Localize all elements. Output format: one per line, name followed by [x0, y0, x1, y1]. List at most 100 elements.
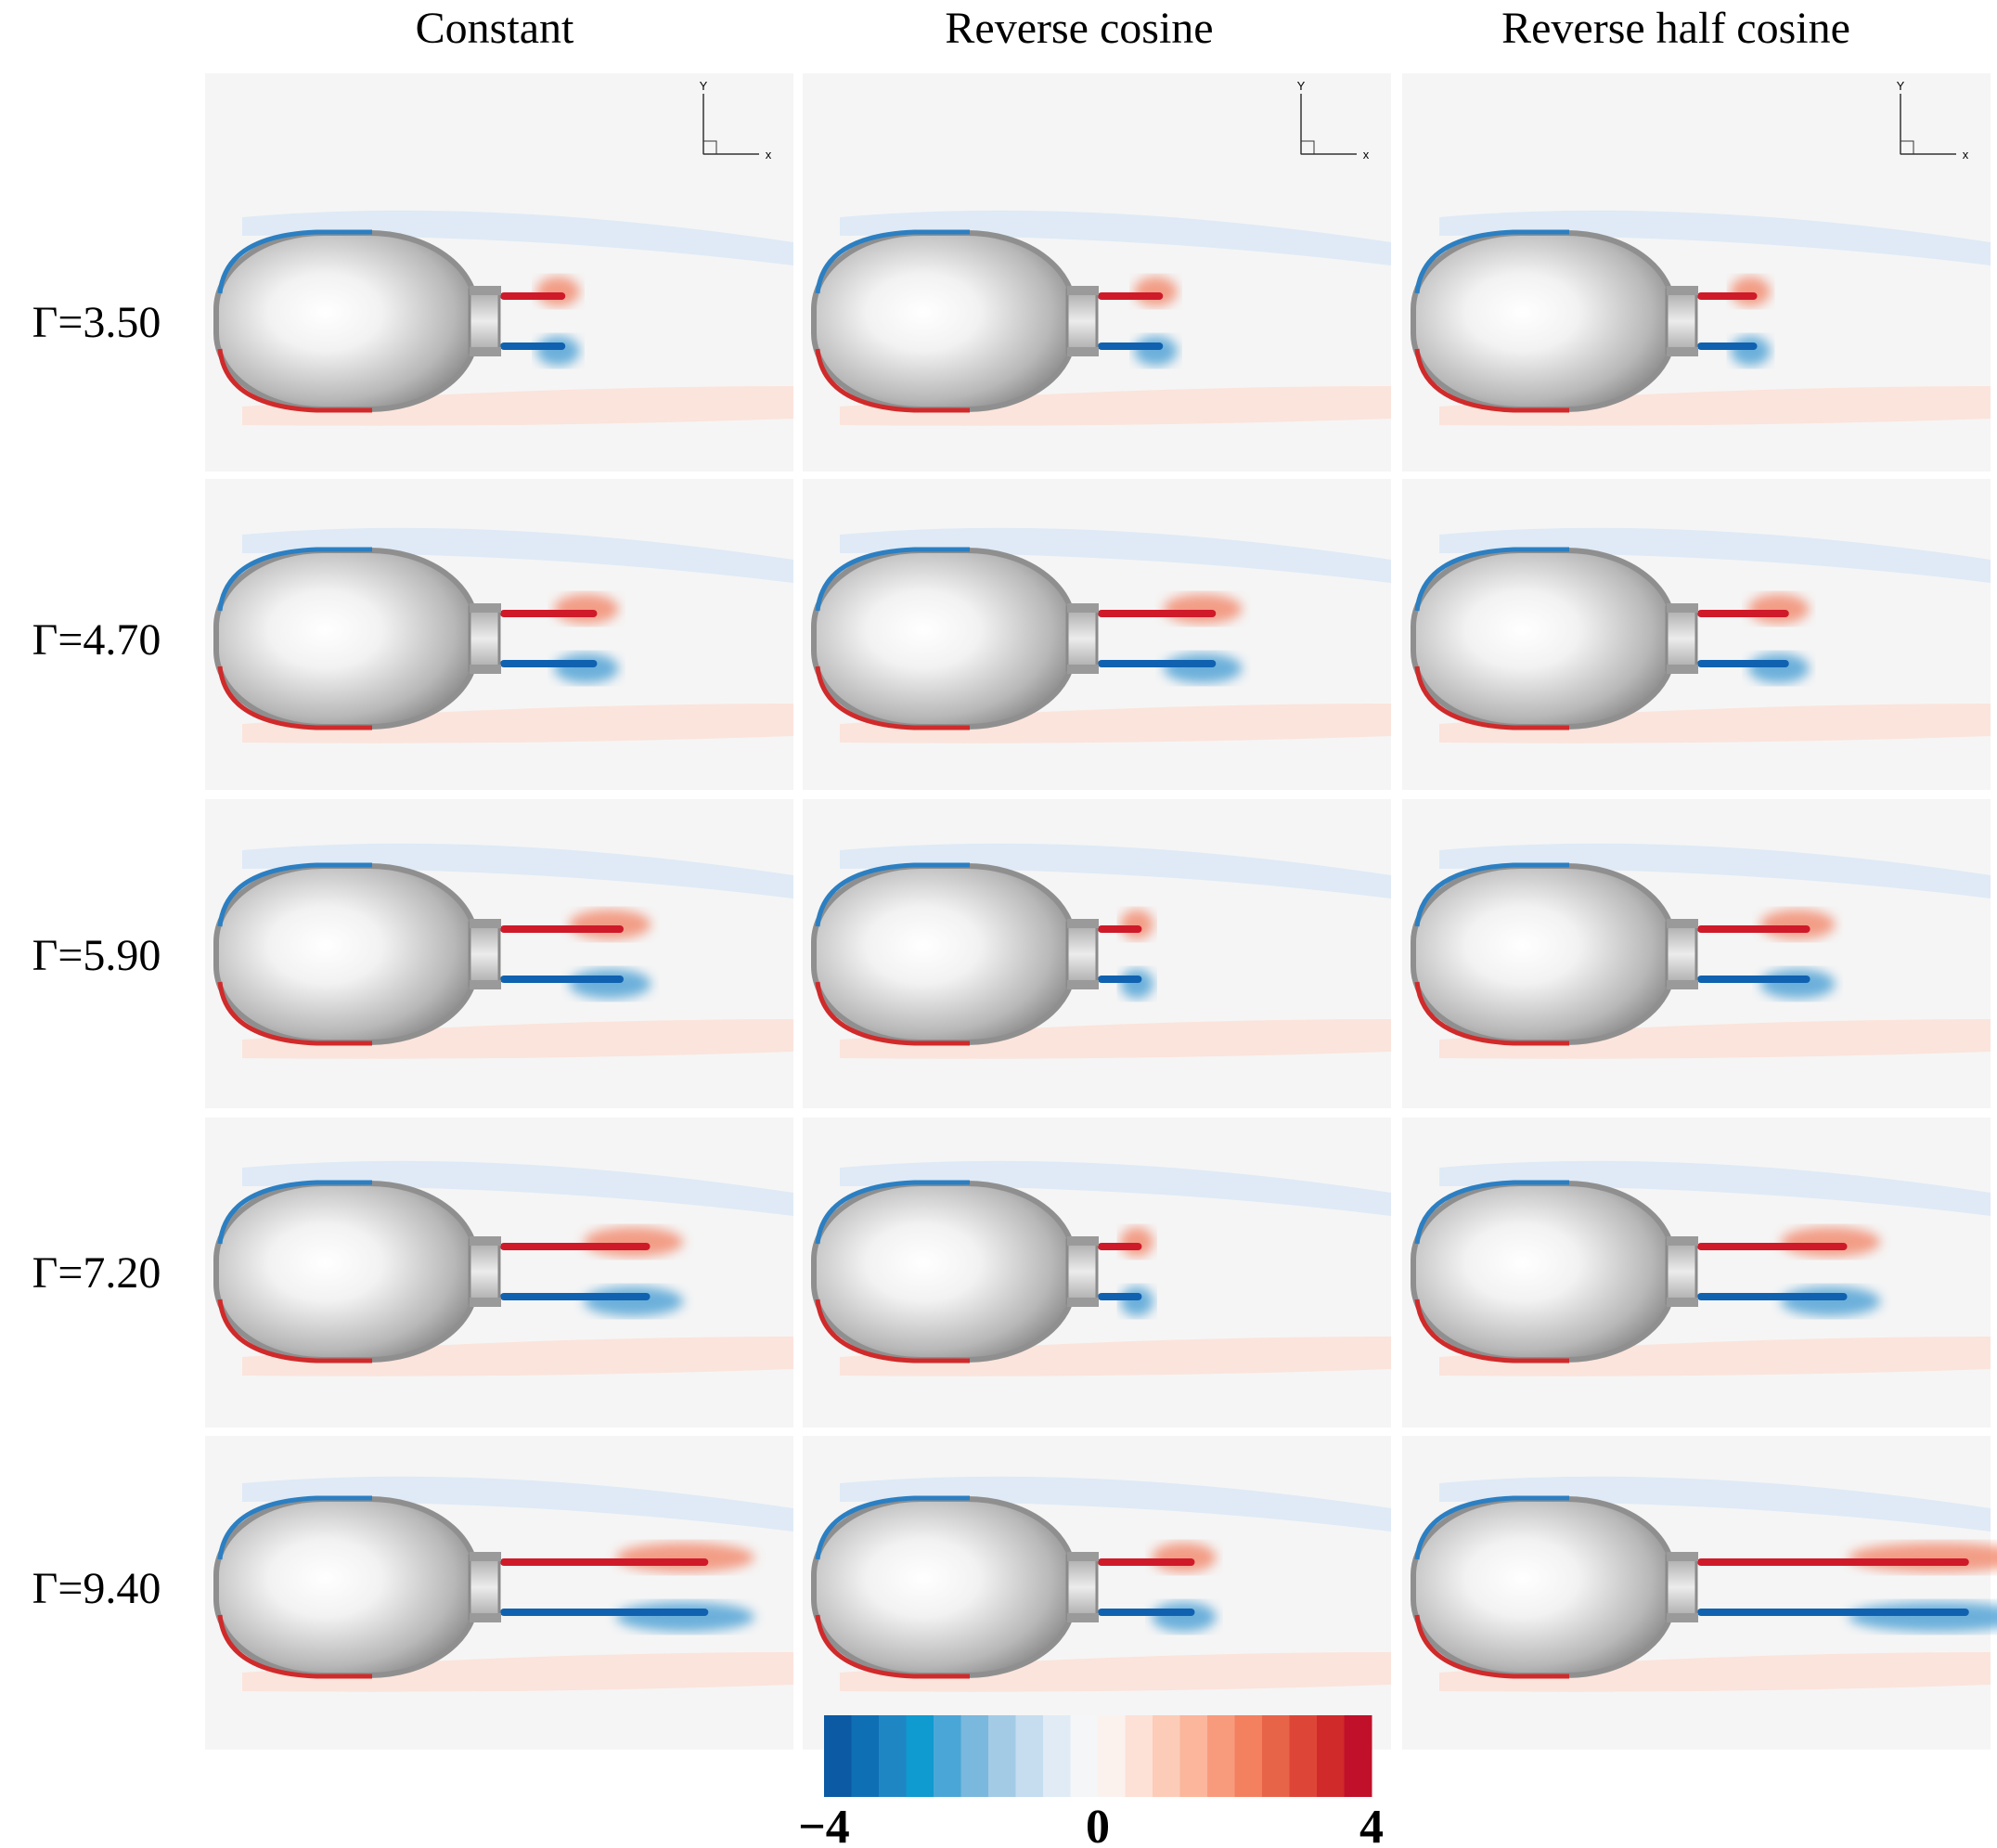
- wake-blue-line: [1697, 976, 1810, 983]
- wake-red-line: [1098, 1243, 1142, 1250]
- nozzle-lip: [1667, 1236, 1698, 1246]
- row-label: Γ=4.70: [32, 615, 161, 665]
- body-bottom-edge: [217, 348, 372, 413]
- body-bottom-edge: [815, 348, 970, 413]
- wake-red-line: [1098, 610, 1217, 617]
- lower-shear-band: [1439, 1652, 1991, 1692]
- body-bottom-edge: [1414, 666, 1569, 730]
- body-bottom-edge: [815, 1299, 970, 1363]
- lower-shear-band: [840, 1337, 1391, 1376]
- wake-red-blob: [536, 277, 580, 306]
- body-top-edge: [815, 862, 970, 927]
- wake-red-line: [500, 610, 598, 617]
- column-header: Reverse cosine: [945, 4, 1213, 53]
- body-top-edge: [217, 1495, 372, 1560]
- nozzle: [1065, 1554, 1099, 1621]
- wake-red-line: [500, 925, 625, 933]
- nozzle-lip: [1067, 1552, 1099, 1561]
- nozzle-lip: [470, 980, 501, 989]
- body-top-edge: [217, 547, 372, 612]
- wake-red-line: [1098, 292, 1164, 300]
- upper-shear-band: [1439, 1160, 1991, 1216]
- lower-shear-band: [242, 1337, 793, 1376]
- nozzle-lip: [1667, 347, 1698, 356]
- body-top-edge: [217, 1180, 372, 1245]
- panel: [205, 479, 793, 790]
- upper-shear-band: [242, 527, 793, 583]
- wake-blue-blob: [1134, 336, 1178, 366]
- lower-shear-band: [840, 1019, 1391, 1059]
- lower-shear-band: [1439, 1337, 1991, 1376]
- upper-shear-band: [242, 843, 793, 898]
- body-bottom-edge: [815, 981, 970, 1046]
- row-label: Γ=5.90: [32, 931, 161, 980]
- column-header: Constant: [416, 4, 574, 53]
- wake-blue-blob: [1747, 653, 1810, 683]
- body-bottom-edge: [1414, 1299, 1569, 1363]
- wake-blue-blob: [1730, 336, 1771, 366]
- colorbar-band: [1317, 1715, 1345, 1797]
- nozzle: [468, 1238, 501, 1305]
- body-bottom-edge: [815, 1614, 970, 1679]
- body: [811, 548, 1076, 730]
- triad-label: x: [1363, 148, 1370, 162]
- triad-label: x: [1963, 148, 1969, 162]
- body-bottom-edge: [1414, 348, 1569, 413]
- colorbar-band: [1125, 1715, 1153, 1797]
- body: [213, 1181, 479, 1363]
- lower-shear-band: [242, 1652, 793, 1692]
- nozzle-lip: [1667, 286, 1698, 295]
- nozzle: [468, 1554, 501, 1621]
- nozzle-lip: [1067, 919, 1099, 928]
- colorbar: −4 0 4: [798, 1715, 1384, 1848]
- body: [1411, 230, 1676, 412]
- body-top-edge: [1414, 229, 1569, 294]
- nozzle: [468, 288, 501, 355]
- panel: [803, 1118, 1391, 1428]
- wake-red-blob: [1152, 1543, 1217, 1572]
- panel: [1402, 1118, 1991, 1428]
- wake-red-line: [1697, 925, 1810, 933]
- wake-blue-blob: [615, 1602, 755, 1632]
- wake-red-blob: [1747, 594, 1810, 624]
- upper-shear-band: [840, 1160, 1391, 1216]
- colorbar-band: [1070, 1715, 1099, 1797]
- body-top-edge: [1414, 1180, 1569, 1245]
- panel: [803, 479, 1391, 790]
- nozzle: [1665, 605, 1698, 672]
- lower-shear-band: [1439, 386, 1991, 426]
- panel: [803, 799, 1391, 1108]
- wake-blue-blob: [554, 653, 619, 683]
- colorbar-band: [1098, 1715, 1126, 1797]
- nozzle-lip: [1667, 603, 1698, 613]
- colorbar-band: [934, 1715, 961, 1797]
- wake-blue-blob: [1152, 1602, 1217, 1632]
- colorbar-band: [1234, 1715, 1263, 1797]
- triad-label: Y: [1897, 79, 1905, 93]
- wake-red-blob: [1163, 594, 1243, 624]
- lower-shear-band: [1439, 1019, 1991, 1059]
- upper-shear-band: [242, 1160, 793, 1216]
- panel: [1402, 1436, 1997, 1750]
- body-bottom-edge: [815, 666, 970, 730]
- upper-shear-band: [242, 1476, 793, 1531]
- row-label: Γ=7.20: [32, 1248, 161, 1298]
- lower-shear-band: [242, 704, 793, 743]
- body: [213, 1496, 479, 1678]
- body-bottom-edge: [1414, 981, 1569, 1046]
- nozzle: [1665, 1554, 1698, 1621]
- upper-shear-band: [840, 527, 1391, 583]
- wake-red-blob: [554, 594, 619, 624]
- nozzle: [468, 605, 501, 672]
- colorbar-tick-label: 0: [1086, 1801, 1110, 1848]
- triad-label: Y: [700, 79, 708, 93]
- lower-shear-band: [840, 386, 1391, 426]
- wake-red-line: [1098, 1558, 1195, 1566]
- nozzle-lip: [1067, 603, 1099, 613]
- triad-box: [702, 140, 717, 155]
- colorbar-band: [1015, 1715, 1044, 1797]
- body: [811, 863, 1076, 1045]
- nozzle-lip: [1067, 980, 1099, 989]
- nozzle-lip: [470, 286, 501, 295]
